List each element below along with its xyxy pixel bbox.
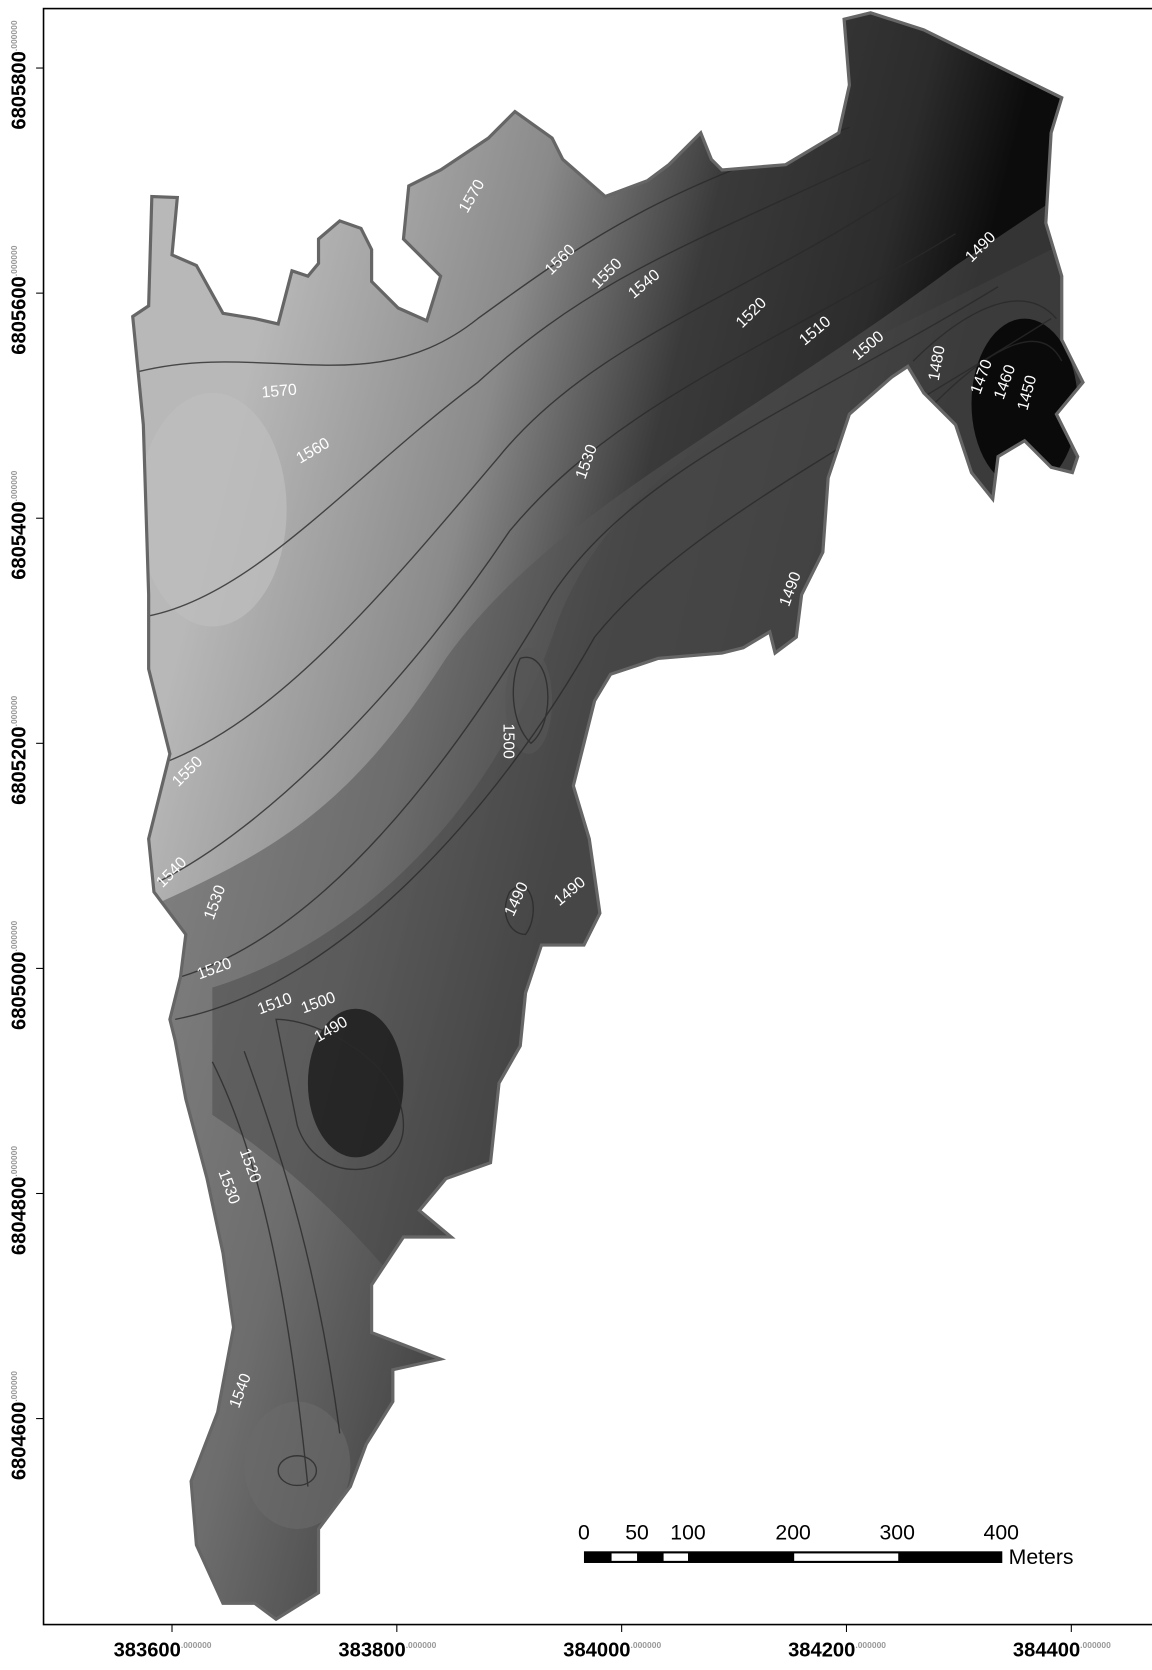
x-tick-suffix: .000000 <box>181 1640 212 1650</box>
scale-bar-label: 0 <box>578 1522 590 1545</box>
y-tick-suffix: .000000 <box>9 1371 19 1402</box>
x-tick-number: 383600 <box>114 1639 181 1661</box>
scale-bar-label: 400 <box>984 1522 1019 1545</box>
y-tick-number: 6805200 <box>8 726 30 804</box>
x-tick-label: 384000.000000 <box>563 1639 661 1661</box>
y-tick-number: 6805000 <box>8 952 30 1030</box>
scale-bar-label: 300 <box>879 1522 914 1545</box>
x-tick-label: 384400.000000 <box>1013 1639 1111 1661</box>
y-tick-label: 6804600.000000 <box>8 1371 30 1480</box>
y-tick-number: 6805600 <box>8 276 30 354</box>
x-tick-label: 383600.000000 <box>114 1639 212 1661</box>
scale-bar-label: 100 <box>670 1522 705 1545</box>
scale-bar-label: 50 <box>625 1522 649 1545</box>
scale-unit: Meters <box>1009 1546 1074 1569</box>
y-tick-label: 6805000.000000 <box>8 921 30 1030</box>
y-tick-number: 6804800 <box>8 1177 30 1255</box>
y-tick-label: 6805800.000000 <box>8 20 30 129</box>
y-tick-number: 6805400 <box>8 501 30 579</box>
y-tick-suffix: .000000 <box>9 470 19 501</box>
contour-label: 1500 <box>499 723 516 759</box>
x-tick-suffix: .000000 <box>855 1640 886 1650</box>
x-tick-number: 384400 <box>1013 1639 1080 1661</box>
y-tick-number: 6805800 <box>8 51 30 129</box>
y-tick-label: 6805200.000000 <box>8 695 30 804</box>
x-tick-suffix: .000000 <box>631 1640 662 1650</box>
x-tick-number: 383800 <box>338 1639 405 1661</box>
y-tick-label: 6805600.000000 <box>8 245 30 354</box>
scale-bar-label: 200 <box>775 1522 810 1545</box>
y-tick-suffix: .000000 <box>9 245 19 276</box>
y-tick-suffix: .000000 <box>9 921 19 952</box>
y-tick-label: 6804800.000000 <box>8 1146 30 1255</box>
map: 1570156015501540152015101500149014801470… <box>0 0 1152 1665</box>
y-tick-suffix: .000000 <box>9 20 19 51</box>
y-tick-suffix: .000000 <box>9 695 19 726</box>
y-tick-label: 6805400.000000 <box>8 470 30 579</box>
y-tick-suffix: .000000 <box>9 1146 19 1177</box>
x-tick-label: 383800.000000 <box>338 1639 436 1661</box>
x-tick-label: 384200.000000 <box>788 1639 886 1661</box>
x-tick-suffix: .000000 <box>406 1640 437 1650</box>
x-tick-suffix: .000000 <box>1080 1640 1111 1650</box>
y-tick-number: 6804600 <box>8 1402 30 1480</box>
x-tick-number: 384000 <box>563 1639 630 1661</box>
x-tick-number: 384200 <box>788 1639 855 1661</box>
contour-label: 1570 <box>261 382 298 402</box>
